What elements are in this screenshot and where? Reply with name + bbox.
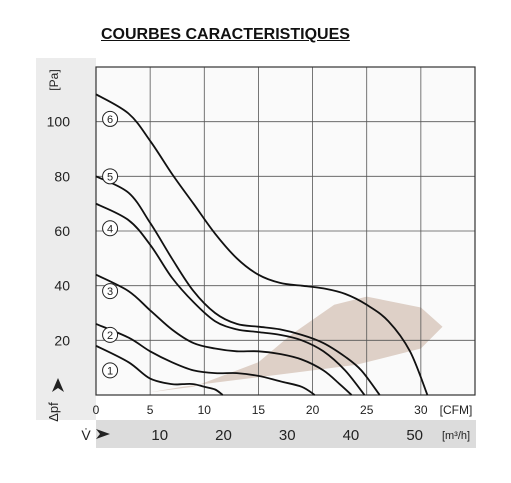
x-tick-label: 30: [414, 403, 428, 417]
x2-tick-label: 20: [215, 427, 232, 444]
curve-5: [95, 175, 381, 396]
y-axis-symbol: Δpf: [46, 402, 61, 422]
chart-title: COURBES CARACTERISTIQUES: [101, 26, 350, 43]
curve-marker-6: [102, 110, 119, 127]
curve-label-6: 6: [107, 114, 113, 126]
x-tick-label: 25: [360, 403, 374, 417]
curve-6: [95, 93, 429, 396]
x2-axis-unit-label: [m³/h]: [442, 430, 470, 442]
x-tick-label: 5: [147, 403, 154, 417]
x-tick-label: 20: [306, 403, 320, 417]
curve-marker-2: [102, 326, 119, 343]
operating-region-shade: [128, 296, 443, 395]
curve-4: [95, 202, 366, 396]
curve-marker-3: [102, 283, 119, 300]
curve-3: [95, 273, 353, 396]
curve-label-5: 5: [107, 171, 113, 183]
curve-label-3: 3: [107, 286, 113, 298]
y-tick-label: 100: [47, 114, 71, 130]
plot-frame: [95, 66, 476, 396]
x2-tick-label: 30: [279, 427, 296, 444]
curve-marker-1: [102, 362, 119, 379]
y-tick-label: 60: [54, 223, 70, 239]
y-tick-label: 40: [54, 278, 70, 294]
x-tick-label: 10: [198, 403, 212, 417]
x2-tick-label: 40: [343, 427, 360, 444]
x2-tick-label: 10: [151, 427, 168, 444]
curve-marker-4: [102, 220, 119, 237]
y-tick-label: 80: [54, 168, 70, 184]
curve-label-4: 4: [107, 223, 113, 235]
x-tick-label: 0: [93, 403, 100, 417]
x2-tick-label: 50: [406, 427, 423, 444]
curve-label-2: 2: [107, 330, 113, 342]
y-axis-unit-label: [Pa]: [47, 69, 61, 90]
y-tick-label: 20: [54, 332, 70, 348]
curve-marker-5: [102, 168, 119, 185]
curve-2: [95, 323, 316, 396]
curve-label-1: 1: [107, 365, 113, 377]
x2-axis-band: [96, 420, 476, 448]
x2-axis-arrow: [96, 429, 110, 439]
x-axis-unit-label: [CFM]: [440, 403, 473, 417]
curve-1: [95, 344, 224, 396]
y-axis-arrow: [52, 378, 64, 392]
x2-axis-symbol: V̇: [81, 427, 91, 443]
x-tick-label: 15: [252, 403, 266, 417]
y-axis-panel: [36, 58, 96, 420]
